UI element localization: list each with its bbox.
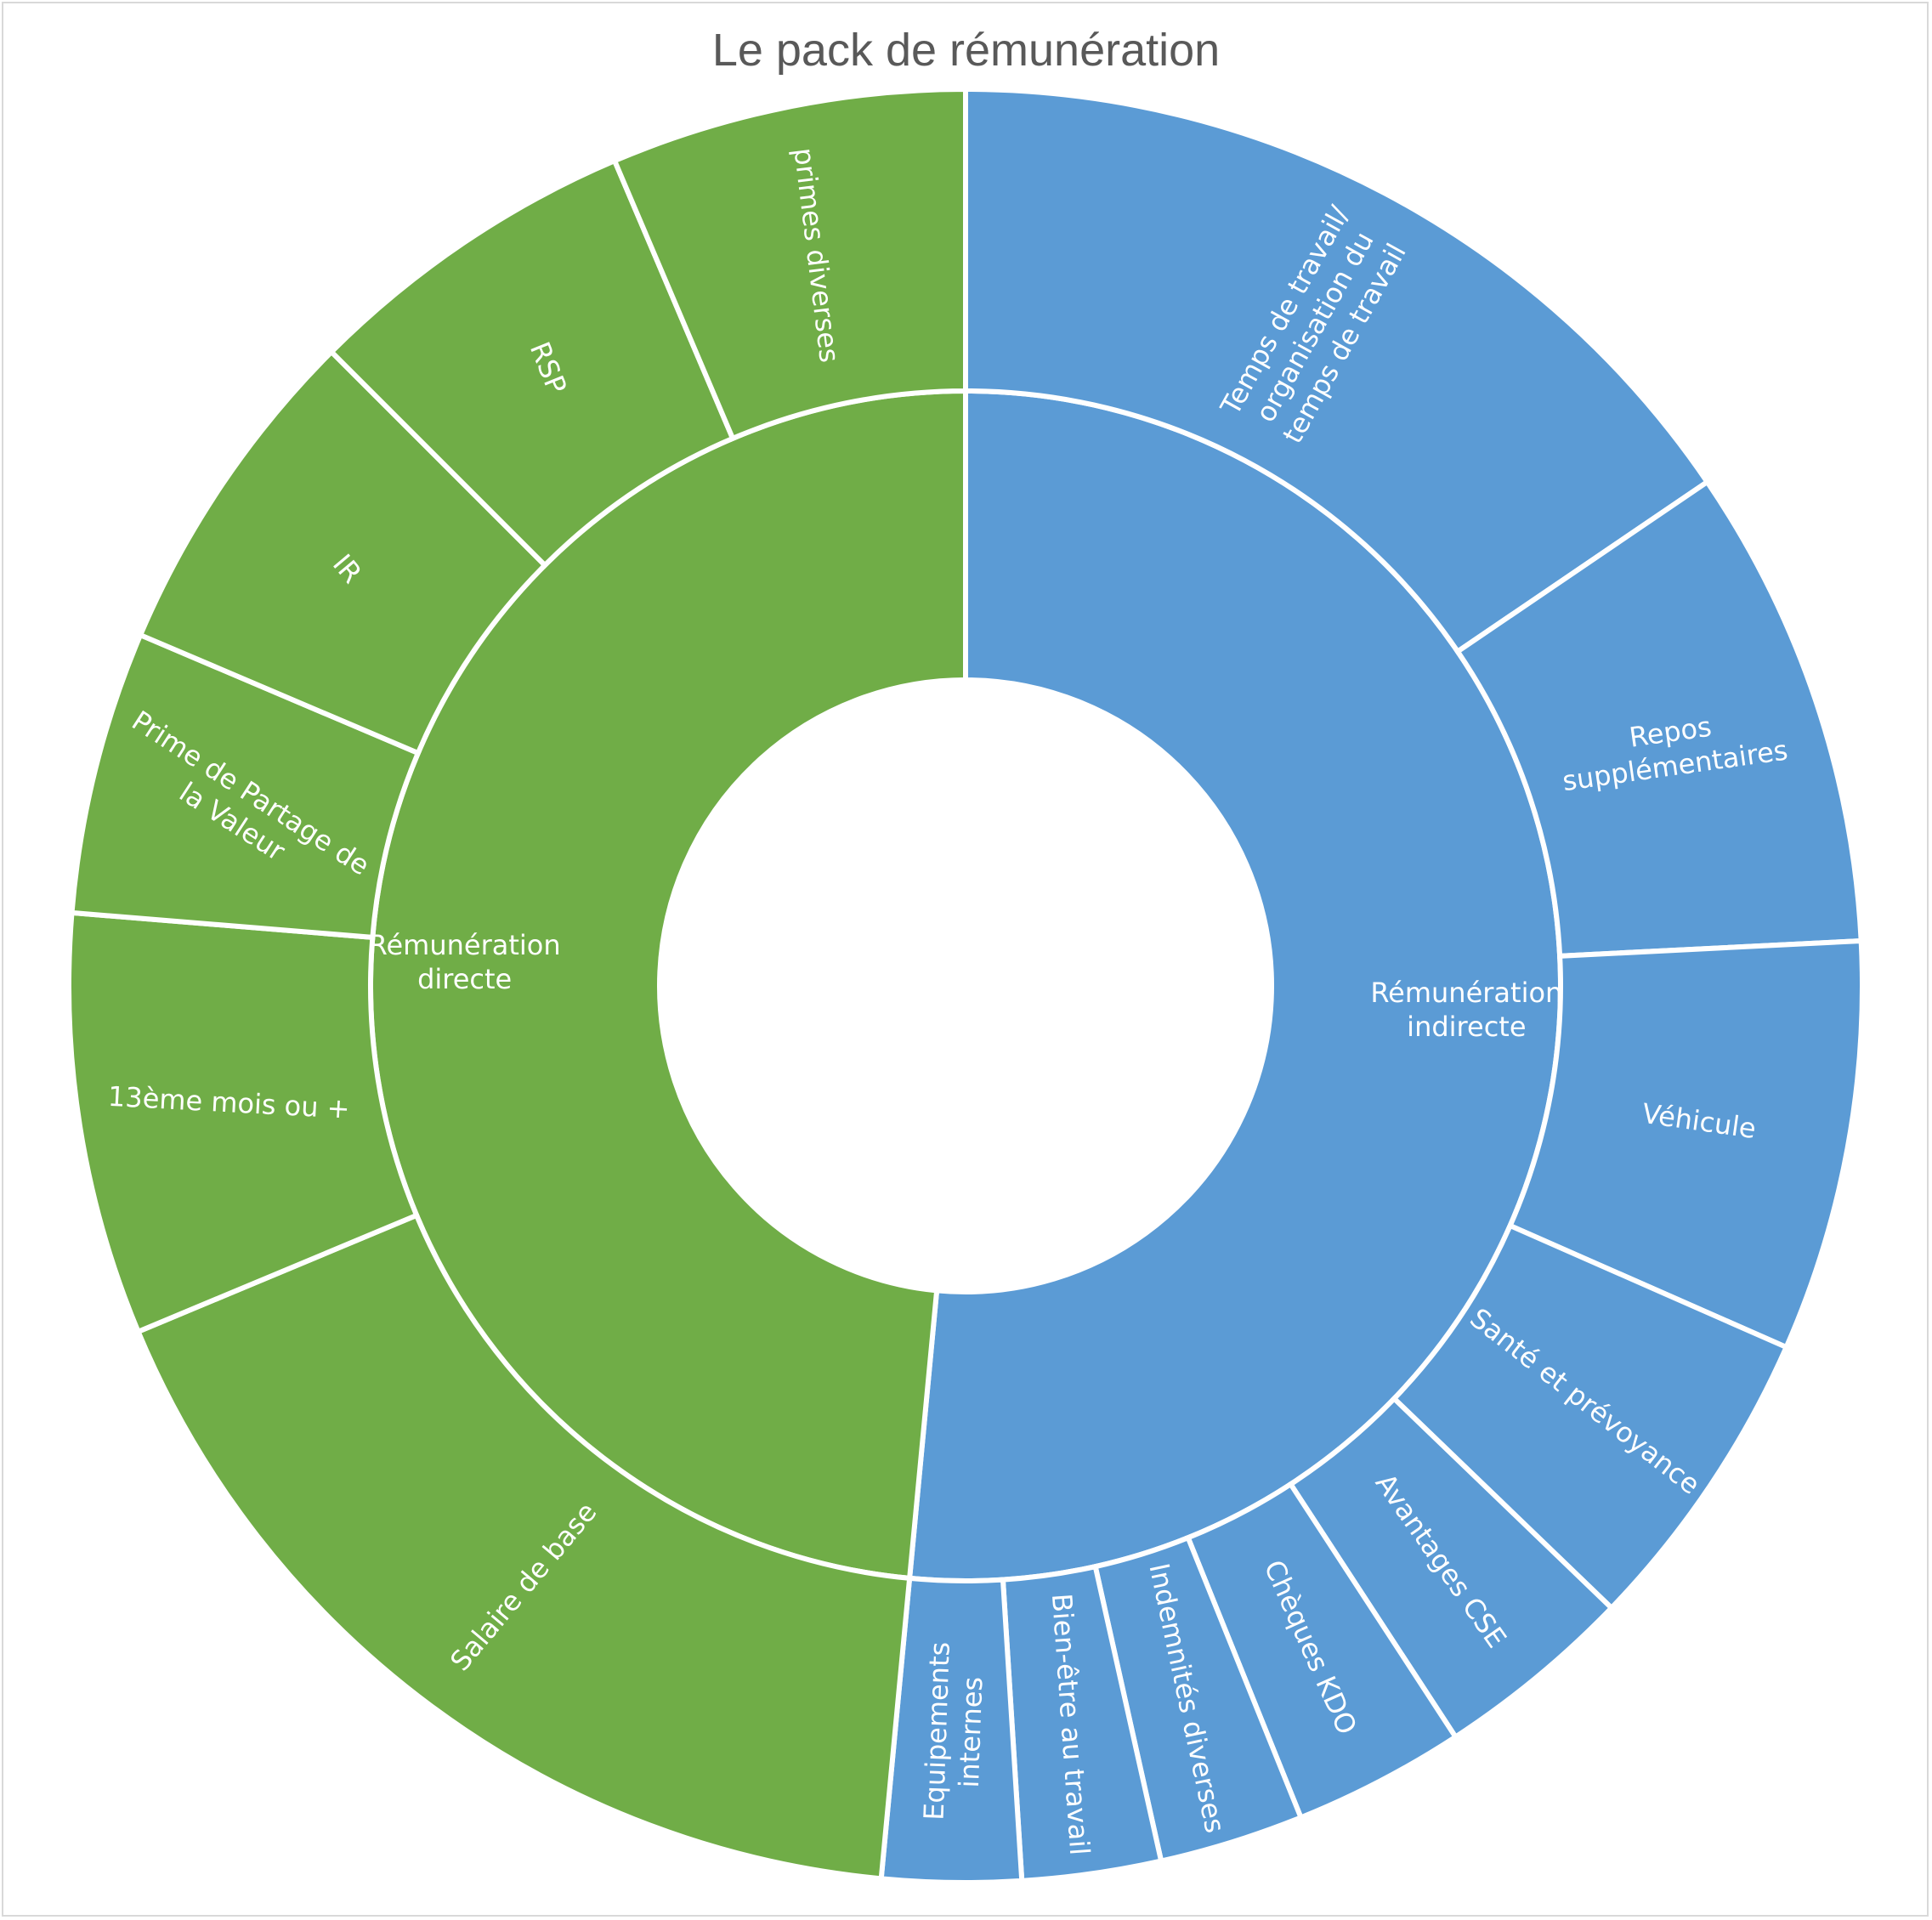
segment-salaire-de-base[interactable] <box>134 1211 913 1882</box>
outer-ring <box>66 86 1866 1885</box>
segment-primes-diverses[interactable] <box>611 86 968 442</box>
segment-temps-de-travail-organisation-du-temps-de-travail[interactable] <box>963 86 1711 655</box>
label-remuneration-directe: Rémunération directe <box>369 929 561 995</box>
label-equipements-internes: Equipementsinternes <box>918 1641 990 1822</box>
chart-title: Le pack de rémunération <box>711 25 1221 76</box>
label-remuneration-indirecte: Rémunération indirecte <box>1370 977 1562 1043</box>
